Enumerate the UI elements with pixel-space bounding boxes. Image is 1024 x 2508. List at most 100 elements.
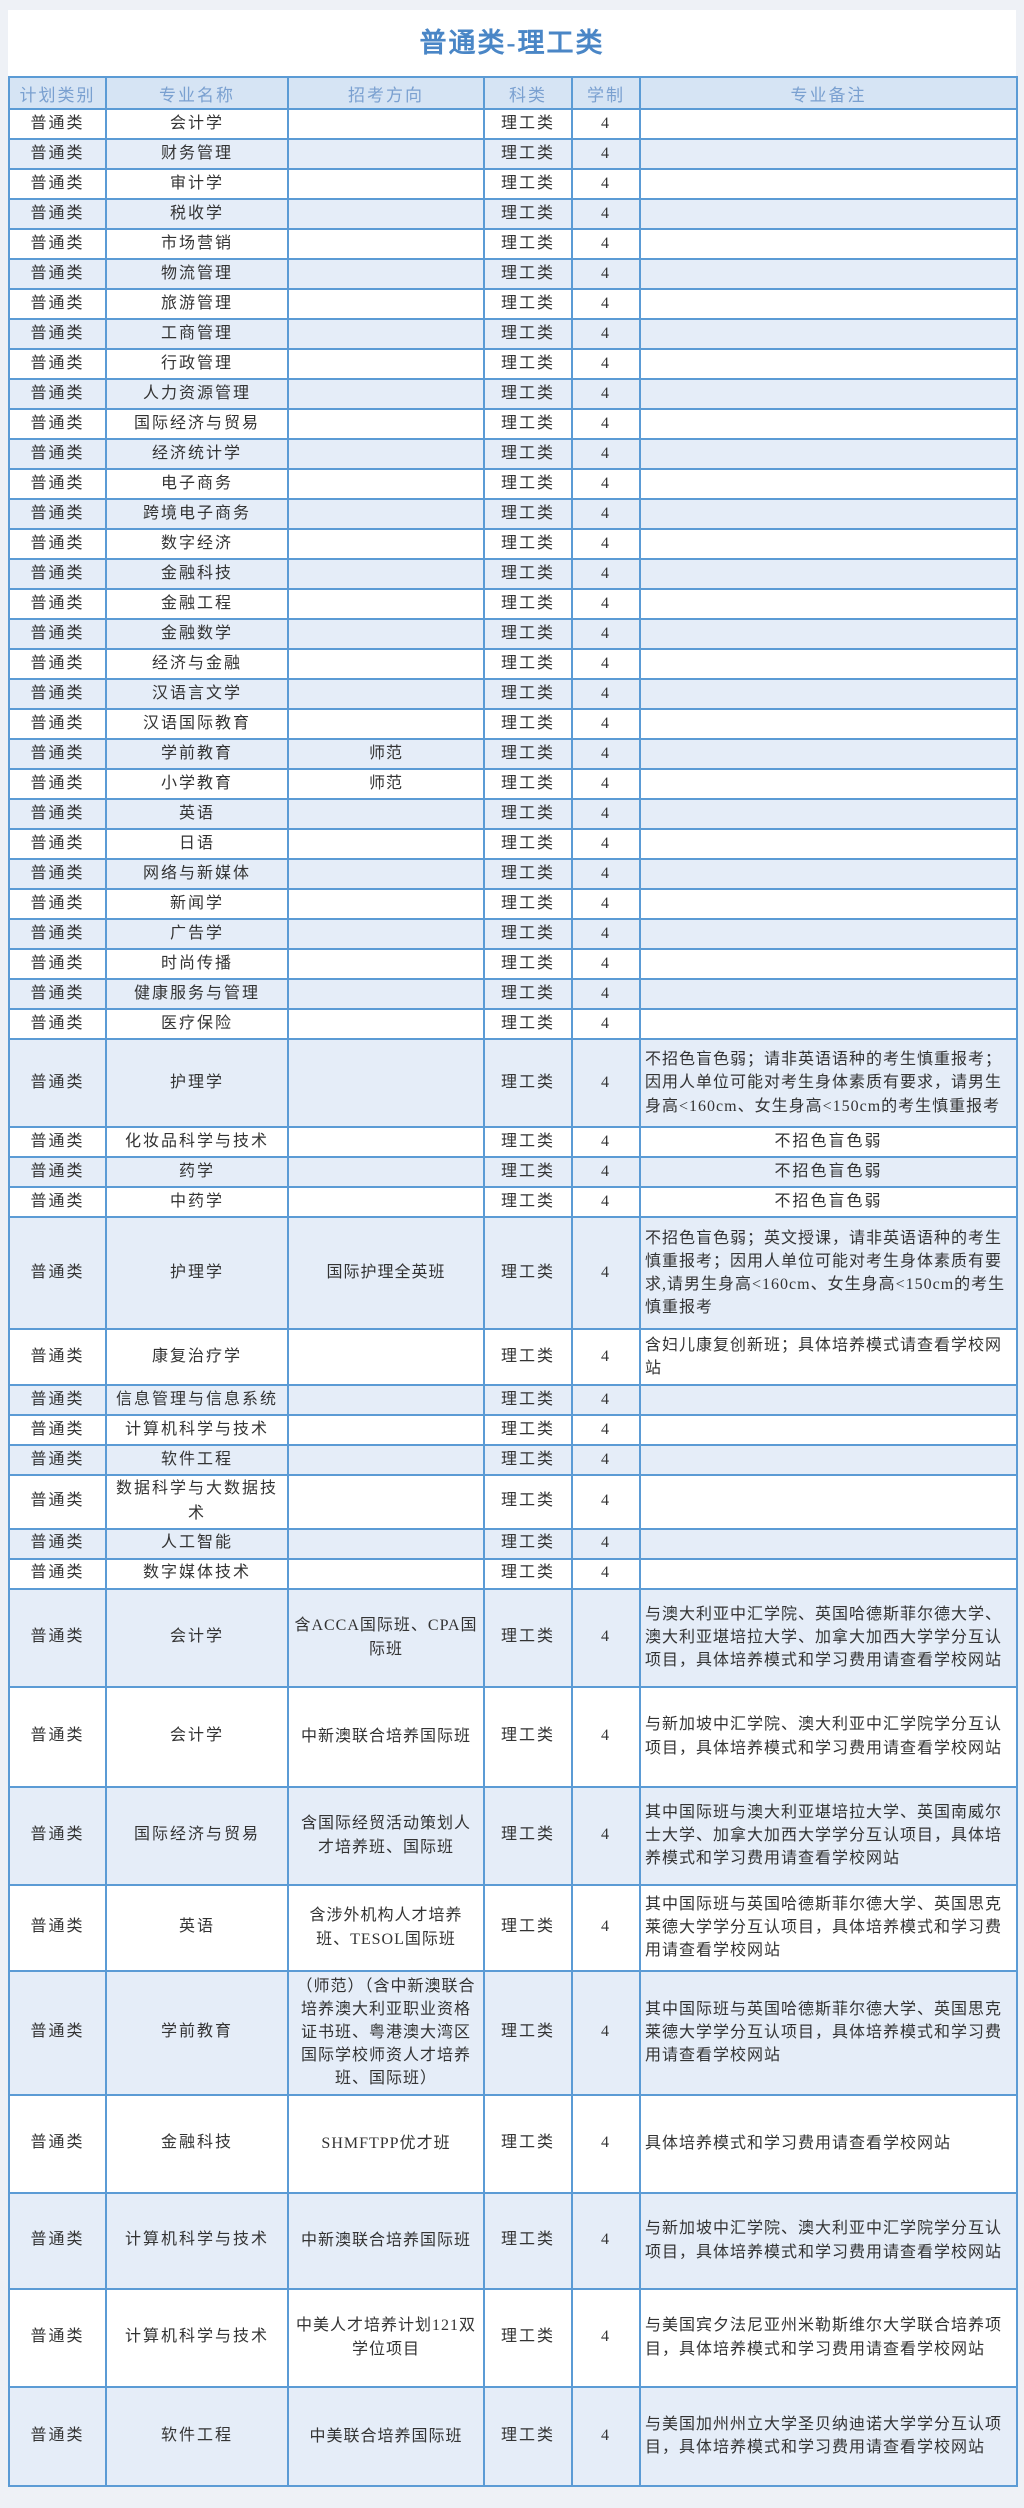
table-row: 普通类 医疗保险 理工类 4	[8, 1008, 1018, 1040]
study-years-cell: 4	[571, 198, 641, 230]
exam-direction-cell: （师范）（含中新澳联合培养澳大利亚职业资格证书班、粤港澳大湾区国际学校师资人才培…	[287, 1969, 485, 2096]
plan-category-cell: 普通类	[8, 738, 107, 770]
subject-track-cell: 理工类	[483, 108, 573, 140]
major-name-cell: 中药学	[105, 1186, 289, 1218]
major-remarks-cell: 其中国际班与英国哈德斯菲尔德大学、英国思克莱德大学学分互认项目，具体培养模式和学…	[639, 1969, 1018, 2096]
subject-track-cell: 理工类	[483, 1156, 573, 1188]
study-years-cell: 4	[571, 978, 641, 1010]
plan-category-cell: 普通类	[8, 168, 107, 200]
major-remarks-cell: 不招色盲色弱；英文授课，请非英语语种的考生慎重报考；因用人单位可能对考生身体素质…	[639, 1216, 1018, 1330]
plan-category-cell: 普通类	[8, 1008, 107, 1040]
study-years-cell: 4	[571, 618, 641, 650]
major-name-cell: 工商管理	[105, 318, 289, 350]
study-years-cell: 4	[571, 1883, 641, 1972]
subject-track-cell: 理工类	[483, 198, 573, 230]
study-years-cell: 4	[571, 918, 641, 950]
major-remarks-cell	[639, 438, 1018, 470]
plan-category-cell: 普通类	[8, 318, 107, 350]
study-years-cell: 4	[571, 558, 641, 590]
exam-direction-cell	[287, 1038, 485, 1128]
subject-track-cell: 理工类	[483, 228, 573, 260]
plan-category-cell: 普通类	[8, 1474, 107, 1530]
subject-track-cell: 理工类	[483, 288, 573, 320]
table-row: 普通类 护理学 理工类 4 不招色盲色弱；请非英语语种的考生慎重报考；因用人单位…	[8, 1038, 1018, 1128]
subject-track-cell: 理工类	[483, 138, 573, 170]
exam-direction-cell: 含涉外机构人才培养班、TESOL国际班	[287, 1883, 485, 1972]
subject-track-cell: 理工类	[483, 798, 573, 830]
major-remarks-cell	[639, 1474, 1018, 1530]
major-name-cell: 新闻学	[105, 888, 289, 920]
major-name-cell: 审计学	[105, 168, 289, 200]
exam-direction-cell	[287, 498, 485, 530]
subject-track-cell: 理工类	[483, 468, 573, 500]
plan-category-cell: 普通类	[8, 288, 107, 320]
study-years-cell: 4	[571, 1557, 641, 1590]
major-name-cell: 金融工程	[105, 588, 289, 620]
exam-direction-cell: 师范	[287, 768, 485, 800]
plan-category-cell: 普通类	[8, 948, 107, 980]
subject-track-cell: 理工类	[483, 2093, 573, 2194]
major-name-cell: 学前教育	[105, 738, 289, 770]
major-name-cell: 汉语国际教育	[105, 708, 289, 740]
plan-category-cell: 普通类	[8, 2191, 107, 2290]
major-name-cell: 数据科学与大数据技术	[105, 1474, 289, 1530]
exam-direction-cell	[287, 168, 485, 200]
exam-direction-cell	[287, 648, 485, 680]
study-years-cell: 4	[571, 168, 641, 200]
table-row: 普通类 金融科技 SHMFTPP优才班 理工类 4 具体培养模式和学习费用请查看…	[8, 2093, 1018, 2194]
exam-direction-cell	[287, 1186, 485, 1218]
study-years-cell: 4	[571, 1587, 641, 1688]
table-row: 普通类 工商管理 理工类 4	[8, 318, 1018, 350]
study-years-cell: 4	[571, 1156, 641, 1188]
plan-category-cell: 普通类	[8, 1384, 107, 1416]
subject-track-cell: 理工类	[483, 1969, 573, 2096]
subject-track-cell: 理工类	[483, 678, 573, 710]
subject-track-cell: 理工类	[483, 1384, 573, 1416]
plan-category-cell: 普通类	[8, 918, 107, 950]
major-name-cell: 时尚传播	[105, 948, 289, 980]
page-title: 普通类-理工类	[419, 28, 605, 58]
exam-direction-cell	[287, 258, 485, 290]
study-years-cell: 4	[571, 738, 641, 770]
exam-direction-cell	[287, 348, 485, 380]
study-years-cell: 4	[571, 588, 641, 620]
study-years-cell: 4	[571, 1216, 641, 1330]
major-remarks-cell	[639, 318, 1018, 350]
subject-track-cell: 理工类	[483, 648, 573, 680]
plan-category-cell: 普通类	[8, 1557, 107, 1590]
exam-direction-cell	[287, 888, 485, 920]
major-name-cell: 康复治疗学	[105, 1328, 289, 1386]
exam-direction-cell	[287, 1328, 485, 1386]
table-row: 普通类 会计学 含ACCA国际班、CPA国际班 理工类 4 与澳大利亚中汇学院、…	[8, 1587, 1018, 1688]
subject-track-cell: 理工类	[483, 1038, 573, 1128]
study-years-cell: 4	[571, 888, 641, 920]
subject-track-cell: 理工类	[483, 1883, 573, 1972]
study-years-cell: 4	[571, 468, 641, 500]
exam-direction-cell: 中新澳联合培养国际班	[287, 2191, 485, 2290]
table-row: 普通类 数字经济 理工类 4	[8, 528, 1018, 560]
column-header-exam-direction: 招考方向	[287, 76, 485, 110]
subject-track-cell: 理工类	[483, 1216, 573, 1330]
table-row: 普通类 数字媒体技术 理工类 4	[8, 1557, 1018, 1590]
major-name-cell: 电子商务	[105, 468, 289, 500]
plan-category-cell: 普通类	[8, 138, 107, 170]
major-name-cell: 汉语言文学	[105, 678, 289, 710]
major-name-cell: 行政管理	[105, 348, 289, 380]
major-remarks-cell	[639, 198, 1018, 230]
exam-direction-cell	[287, 558, 485, 590]
subject-track-cell: 理工类	[483, 948, 573, 980]
exam-direction-cell	[287, 708, 485, 740]
major-remarks-cell	[639, 228, 1018, 260]
major-remarks-cell	[639, 978, 1018, 1010]
plan-category-cell: 普通类	[8, 1444, 107, 1476]
exam-direction-cell	[287, 1527, 485, 1560]
major-name-cell: 护理学	[105, 1038, 289, 1128]
study-years-cell: 4	[571, 1444, 641, 1476]
major-remarks-cell	[639, 528, 1018, 560]
study-years-cell: 4	[571, 678, 641, 710]
admissions-plan-table: 计划类别 专业名称 招考方向 科类 学制 专业备注 普通类 会计学 理工类 4 …	[8, 76, 1018, 2487]
major-name-cell: 金融科技	[105, 558, 289, 590]
subject-track-cell: 理工类	[483, 768, 573, 800]
subject-track-cell: 理工类	[483, 738, 573, 770]
study-years-cell: 4	[571, 1527, 641, 1560]
